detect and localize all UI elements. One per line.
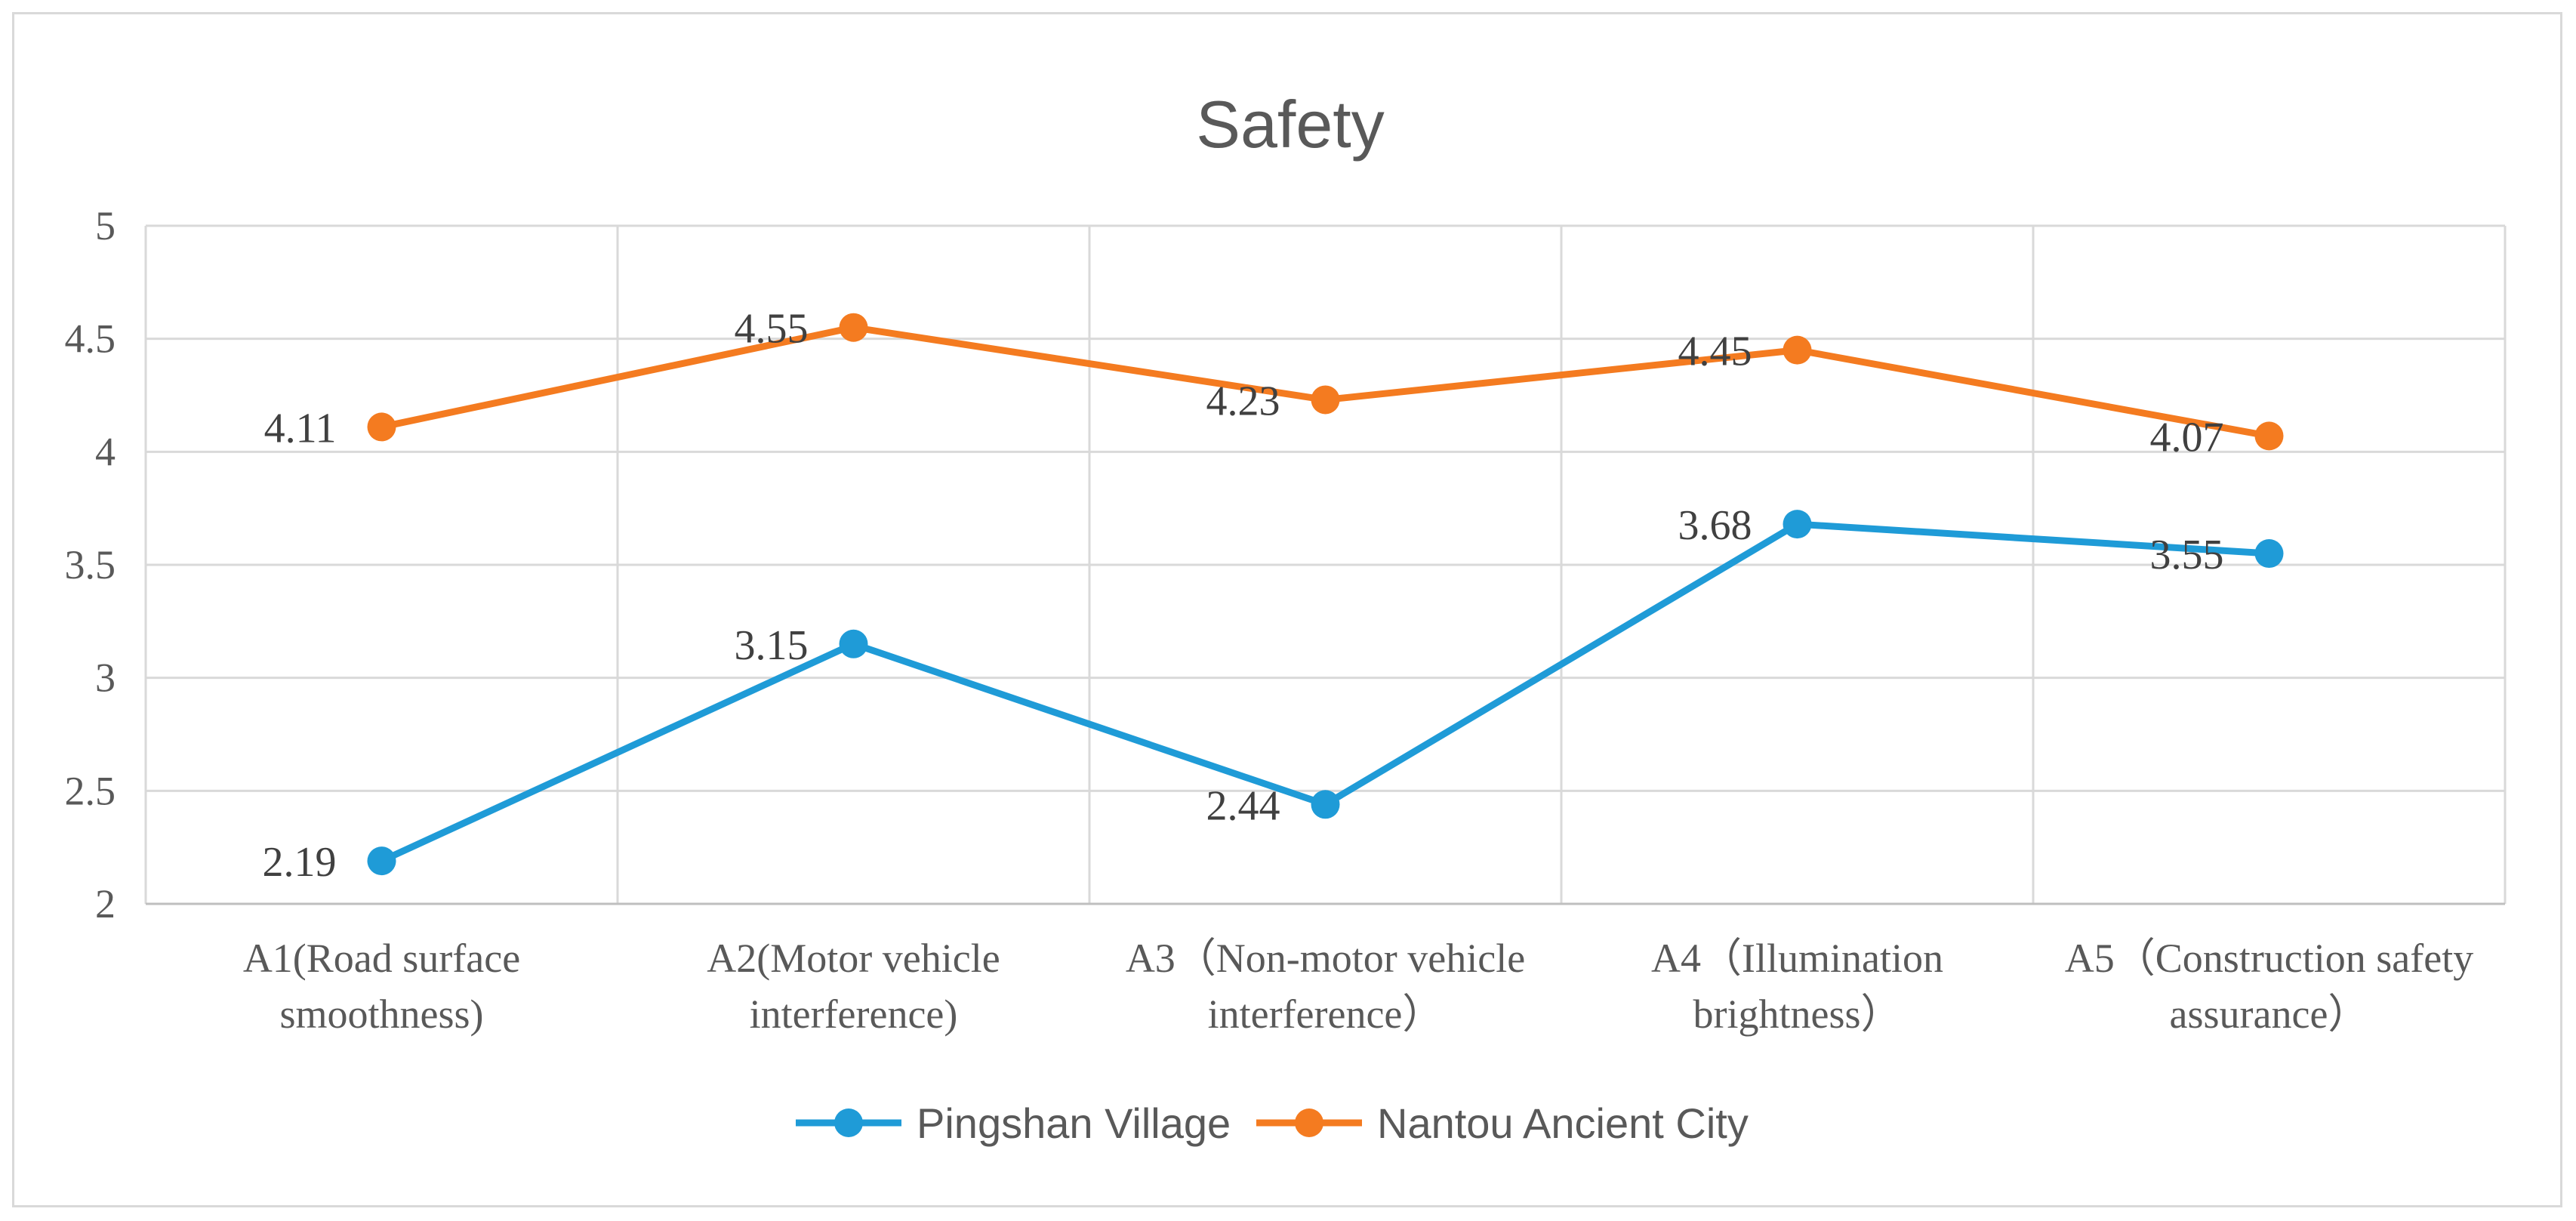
data-point (839, 313, 868, 342)
data-point (367, 846, 396, 876)
data-label: 2.19 (263, 839, 337, 886)
x-tick-label: A4（Illumination brightness） (1651, 936, 1943, 1037)
series-layer (367, 313, 2284, 876)
data-label: 3.68 (1678, 502, 1752, 549)
legend: Pingshan Village Nantou Ancient City (796, 1099, 1749, 1147)
series-line-2 (381, 324, 2270, 439)
legend-label: Pingshan Village (917, 1099, 1231, 1147)
data-label: 4.55 (735, 306, 809, 353)
y-tick-label: 3.5 (65, 542, 116, 587)
y-tick-label: 4 (95, 429, 116, 474)
data-point (1783, 335, 1812, 365)
y-tick-label: 5 (95, 203, 116, 248)
legend-swatch-marker (834, 1108, 863, 1137)
data-point (1311, 790, 1340, 819)
data-point (1783, 510, 1812, 539)
x-tick-label: A3（Non-motor vehicle interference） (1126, 936, 1525, 1037)
data-label: 3.55 (2150, 532, 2224, 578)
data-label: 2.44 (1206, 782, 1280, 829)
chart-title: Safety (1196, 87, 1384, 162)
legend-swatch-marker (1295, 1108, 1323, 1137)
x-tick-label: A5（Construction safety assurance） (2065, 936, 2473, 1037)
y-tick-label: 2.5 (65, 768, 116, 813)
data-point (2254, 421, 2284, 451)
data-point (367, 412, 396, 442)
x-tick-label: A1(Road surface smoothness) (243, 936, 520, 1037)
x-tick-label: A2(Motor vehicle interference) (707, 936, 1000, 1037)
data-label: 4.11 (264, 405, 337, 452)
data-point (1311, 385, 1340, 415)
data-point (2254, 539, 2284, 569)
y-tick-label: 3 (95, 655, 116, 701)
grid (144, 224, 2507, 904)
chart-frame: Safety 2 2.5 3 3.5 4 4.5 5 A1(Road surface smoot… (12, 12, 2562, 1207)
legend-label: Nantou Ancient City (1377, 1099, 1749, 1147)
data-point (839, 629, 868, 658)
data-label: 4.07 (2150, 414, 2224, 461)
data-label: 3.15 (735, 622, 809, 669)
y-tick-label: 2 (95, 881, 116, 927)
y-tick-label: 4.5 (65, 316, 116, 362)
data-labels: 2.19 3.15 2.44 3.68 3.55 4.11 4.55 4.23 4.45 4.07 (263, 306, 2224, 886)
data-label: 4.23 (1206, 378, 1280, 424)
data-label: 4.45 (1678, 328, 1752, 375)
